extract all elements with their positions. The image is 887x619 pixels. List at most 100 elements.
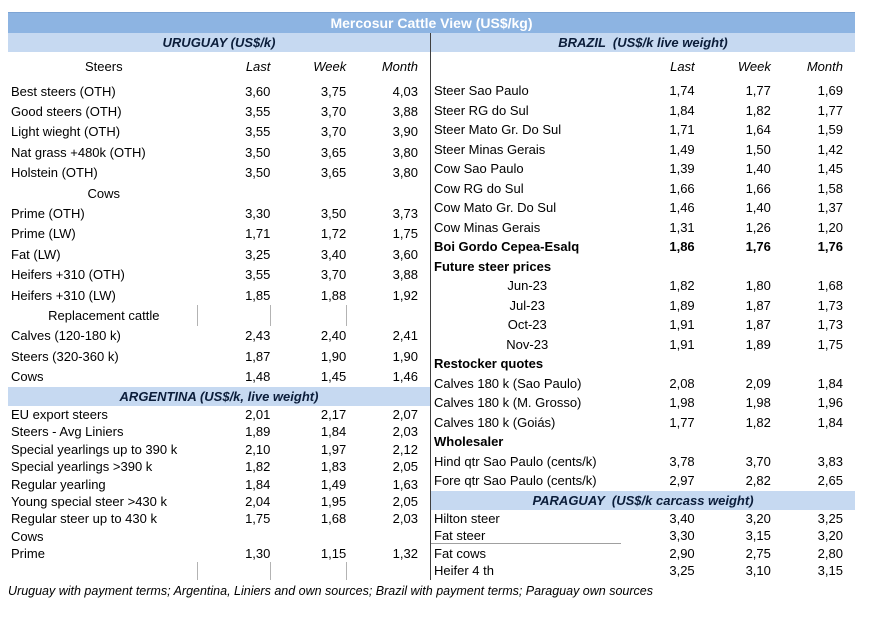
value-week: 1,82 [745, 102, 771, 118]
row-label: Heifers +310 (LW) [11, 287, 116, 303]
value-month: 1,32 [392, 546, 418, 562]
table-row: Steer Sao Paulo 1,74 1,77 1,69 [431, 81, 855, 101]
value-week: 3,20 [745, 510, 771, 526]
table-row [8, 562, 430, 580]
table-row: Cows [8, 528, 430, 545]
value-last [196, 562, 271, 580]
table-row: Steer Minas Gerais 1,49 1,50 1,42 [431, 140, 855, 160]
value-week: 3,70 [320, 267, 347, 283]
value-last: 2,08 [669, 375, 695, 391]
row-label: Fore qtr Sao Paulo (cents/k) [434, 473, 597, 489]
value-month: 1,76 [817, 239, 843, 255]
row-label: Regular steer up to 430 k [11, 511, 157, 527]
value-week: 3,75 [320, 83, 347, 99]
table-row: Replacement cattle [8, 305, 430, 326]
value-month: 1,75 [392, 226, 418, 242]
value-month: 1,63 [392, 476, 418, 492]
row-label: Prime (LW) [11, 226, 76, 242]
value-month: 4,03 [392, 83, 418, 99]
value-last: 2,10 [245, 441, 271, 457]
table-row: Heifers +310 (OTH) 3,55 3,70 3,88 [8, 265, 430, 285]
row-label: Special yearlings >390 k [11, 459, 153, 475]
value-last: 2,01 [245, 407, 271, 423]
value-week: 1,87 [745, 297, 771, 313]
row-label: Wholesaler [434, 434, 504, 450]
value-week: 3,65 [320, 144, 347, 160]
value-week: 1,76 [745, 239, 771, 255]
table-row: Steer RG do Sul 1,84 1,82 1,77 [431, 101, 855, 121]
table-row: Cows [8, 183, 430, 203]
value-last: 1,46 [669, 200, 695, 216]
value-week [270, 305, 346, 326]
table-title: Mercosur Cattle View (US$/kg) [8, 12, 855, 33]
value-month: 3,80 [392, 165, 418, 181]
row-label: Restocker quotes [434, 356, 544, 372]
value-last: 2,97 [669, 473, 695, 489]
table-row: Prime (OTH) 3,30 3,50 3,73 [8, 203, 430, 223]
value-last: 1,75 [245, 511, 271, 527]
value-last: 3,50 [245, 144, 271, 160]
row-label: Heifer 4 th [434, 563, 494, 579]
value-week: 1,95 [320, 494, 347, 509]
value-last: 1,71 [669, 122, 695, 138]
table-row: Steers - Avg Liniers 1,89 1,84 2,03 [8, 423, 430, 440]
value-week: 1,87 [745, 317, 771, 333]
table-row: Prime (LW) 1,71 1,72 1,75 [8, 224, 430, 244]
table-row: Special yearlings up to 390 k 2,10 1,97 2,1… [8, 441, 430, 458]
column-header-week: Week [313, 59, 347, 74]
row-label: Future steer prices [434, 258, 552, 274]
row-label: Nat grass +480k (OTH) [11, 144, 146, 160]
value-week: 2,82 [745, 473, 771, 489]
value-month: 2,65 [817, 473, 843, 489]
table-row: Special yearlings >390 k 1,82 1,83 2,05 [8, 458, 430, 475]
column-header-row: Steers Last Week Month [8, 52, 430, 81]
value-last: 1,71 [245, 226, 271, 242]
value-last: 3,55 [245, 124, 271, 140]
value-month: 1,58 [817, 180, 843, 196]
value-last: 3,55 [245, 267, 271, 283]
row-label: Cows [11, 528, 44, 544]
value-week: 1,40 [745, 200, 771, 216]
value-month: 1,45 [817, 161, 843, 177]
value-month: 1,75 [817, 336, 843, 352]
column-header-last: Last [245, 59, 271, 74]
row-label: Jul-23 [509, 297, 545, 313]
value-month [346, 305, 418, 326]
value-last: 2,90 [669, 545, 695, 561]
value-last: 1,84 [245, 476, 271, 492]
row-label: Special yearlings up to 390 k [11, 441, 178, 457]
row-label: Boi Gordo Cepea-Esalq [434, 239, 580, 255]
value-week: 3,70 [745, 453, 771, 469]
value-month: 3,73 [392, 206, 418, 222]
value-month: 3,80 [392, 144, 418, 160]
value-week: 3,10 [745, 563, 771, 579]
value-month: 1,92 [392, 287, 418, 303]
value-week: 1,82 [745, 414, 771, 430]
table-row: Hind qtr Sao Paulo (cents/k) 3,78 3,70 3,83 [431, 452, 855, 472]
row-label: Fat cows [434, 545, 487, 561]
table-row: Oct-23 1,91 1,87 1,73 [431, 315, 855, 335]
table-row: Best steers (OTH) 3,60 3,75 4,03 [8, 81, 430, 101]
value-month: 1,42 [817, 141, 843, 157]
row-label: Calves (120-180 k) [11, 328, 121, 344]
row-label: Prime [11, 546, 45, 562]
value-last: 1,82 [245, 459, 271, 475]
value-last: 1,87 [245, 348, 271, 364]
value-week: 1,15 [320, 546, 347, 562]
table-row: Heifers +310 (LW) 1,85 1,88 1,92 [8, 285, 430, 305]
value-month: 2,05 [392, 494, 418, 509]
value-week: 1,50 [745, 141, 771, 157]
value-week: 1,98 [745, 395, 771, 411]
value-last: 1,49 [669, 141, 695, 157]
row-label: Replacement cattle [48, 307, 160, 323]
value-month: 1,77 [817, 102, 843, 118]
value-week: 2,40 [320, 328, 347, 344]
value-month: 2,12 [392, 441, 418, 457]
table-row: Steers (320-360 k) 1,87 1,90 1,90 [8, 346, 430, 366]
row-label: Steers - Avg Liniers [11, 424, 124, 440]
value-month: 1,20 [817, 219, 843, 235]
value-week: 1,66 [745, 180, 771, 196]
row-label: Calves 180 k (M. Grosso) [434, 395, 582, 411]
table-row: Cow Mato Gr. Do Sul 1,46 1,40 1,37 [431, 198, 855, 218]
value-last: 1,48 [245, 369, 271, 385]
